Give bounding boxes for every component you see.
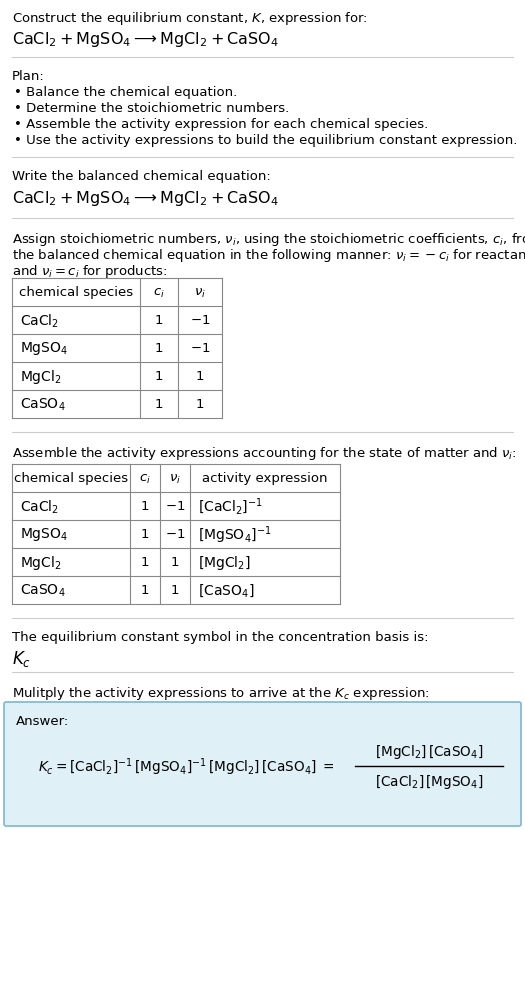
FancyBboxPatch shape [4, 702, 521, 826]
Text: Write the balanced chemical equation:: Write the balanced chemical equation: [12, 170, 271, 183]
Text: $-1$: $-1$ [165, 500, 185, 513]
Text: 1: 1 [155, 370, 163, 383]
Text: $\mathrm{CaCl_2}$: $\mathrm{CaCl_2}$ [20, 497, 59, 516]
Text: $\nu_i$: $\nu_i$ [169, 472, 181, 485]
Text: $1$: $1$ [195, 398, 205, 411]
Text: 1: 1 [141, 528, 149, 541]
Text: • Assemble the activity expression for each chemical species.: • Assemble the activity expression for e… [14, 118, 428, 130]
Text: $K_c = [\mathrm{CaCl_2}]^{-1}\,[\mathrm{MgSO_4}]^{-1}\,[\mathrm{MgCl_2}]\,[\math: $K_c = [\mathrm{CaCl_2}]^{-1}\,[\mathrm{… [38, 755, 334, 777]
Text: $\mathrm{MgSO_4}$: $\mathrm{MgSO_4}$ [20, 340, 68, 357]
Text: $-1$: $-1$ [190, 342, 210, 355]
Text: $\mathrm{CaSO_4}$: $\mathrm{CaSO_4}$ [20, 582, 66, 599]
Text: 1: 1 [141, 556, 149, 569]
Text: • Use the activity expressions to build the equilibrium constant expression.: • Use the activity expressions to build … [14, 133, 517, 146]
Text: $[\mathrm{MgCl_2}]\,[\mathrm{CaSO_4}]$: $[\mathrm{MgCl_2}]\,[\mathrm{CaSO_4}]$ [375, 742, 483, 760]
Text: the balanced chemical equation in the following manner: $\nu_i = -c_i$ for react: the balanced chemical equation in the fo… [12, 247, 525, 264]
Text: $\mathrm{MgCl_2}$: $\mathrm{MgCl_2}$ [20, 554, 61, 572]
Text: $[\mathrm{CaSO_4}]$: $[\mathrm{CaSO_4}]$ [198, 582, 255, 599]
Text: $[\mathrm{MgSO_4}]^{-1}$: $[\mathrm{MgSO_4}]^{-1}$ [198, 524, 271, 546]
Text: $\mathrm{CaCl_2 + MgSO_4 \longrightarrow MgCl_2 + CaSO_4}$: $\mathrm{CaCl_2 + MgSO_4 \longrightarrow… [12, 189, 279, 208]
Text: $[\mathrm{CaCl_2}]\,[\mathrm{MgSO_4}]$: $[\mathrm{CaCl_2}]\,[\mathrm{MgSO_4}]$ [375, 772, 483, 790]
Text: • Balance the chemical equation.: • Balance the chemical equation. [14, 86, 237, 99]
Text: $1$: $1$ [171, 556, 180, 569]
Text: 1: 1 [155, 398, 163, 411]
Text: Construct the equilibrium constant, $K$, expression for:: Construct the equilibrium constant, $K$,… [12, 10, 368, 27]
Text: Assemble the activity expressions accounting for the state of matter and $\nu_i$: Assemble the activity expressions accoun… [12, 444, 517, 461]
Text: $1$: $1$ [195, 370, 205, 383]
Text: $[\mathrm{CaCl_2}]^{-1}$: $[\mathrm{CaCl_2}]^{-1}$ [198, 496, 263, 517]
Text: $1$: $1$ [171, 584, 180, 597]
Text: The equilibrium constant symbol in the concentration basis is:: The equilibrium constant symbol in the c… [12, 630, 428, 643]
Text: $-1$: $-1$ [190, 314, 210, 327]
Text: Assign stoichiometric numbers, $\nu_i$, using the stoichiometric coefficients, $: Assign stoichiometric numbers, $\nu_i$, … [12, 231, 525, 248]
Text: $[\mathrm{MgCl_2}]$: $[\mathrm{MgCl_2}]$ [198, 554, 251, 572]
Text: $K_c$: $K_c$ [12, 648, 31, 668]
Text: 1: 1 [155, 342, 163, 355]
Text: activity expression: activity expression [202, 472, 328, 485]
Text: • Determine the stoichiometric numbers.: • Determine the stoichiometric numbers. [14, 102, 289, 115]
Text: $\mathrm{MgSO_4}$: $\mathrm{MgSO_4}$ [20, 526, 68, 543]
Text: $\mathrm{CaCl_2}$: $\mathrm{CaCl_2}$ [20, 312, 59, 329]
Text: $-1$: $-1$ [165, 528, 185, 541]
Text: chemical species: chemical species [19, 286, 133, 299]
Text: $c_i$: $c_i$ [153, 286, 165, 299]
Text: and $\nu_i = c_i$ for products:: and $\nu_i = c_i$ for products: [12, 263, 167, 280]
Text: $\mathrm{CaSO_4}$: $\mathrm{CaSO_4}$ [20, 396, 66, 413]
Text: $c_i$: $c_i$ [139, 472, 151, 485]
Text: $\nu_i$: $\nu_i$ [194, 286, 206, 299]
Text: Answer:: Answer: [16, 714, 69, 727]
Text: 1: 1 [141, 584, 149, 597]
Text: $\mathrm{MgCl_2}$: $\mathrm{MgCl_2}$ [20, 368, 61, 385]
Text: 1: 1 [155, 314, 163, 327]
Text: 1: 1 [141, 500, 149, 513]
Text: Mulitply the activity expressions to arrive at the $K_c$ expression:: Mulitply the activity expressions to arr… [12, 684, 430, 701]
Text: chemical species: chemical species [14, 472, 128, 485]
Text: $\mathrm{CaCl_2 + MgSO_4 \longrightarrow MgCl_2 + CaSO_4}$: $\mathrm{CaCl_2 + MgSO_4 \longrightarrow… [12, 30, 279, 49]
Text: Plan:: Plan: [12, 70, 45, 83]
